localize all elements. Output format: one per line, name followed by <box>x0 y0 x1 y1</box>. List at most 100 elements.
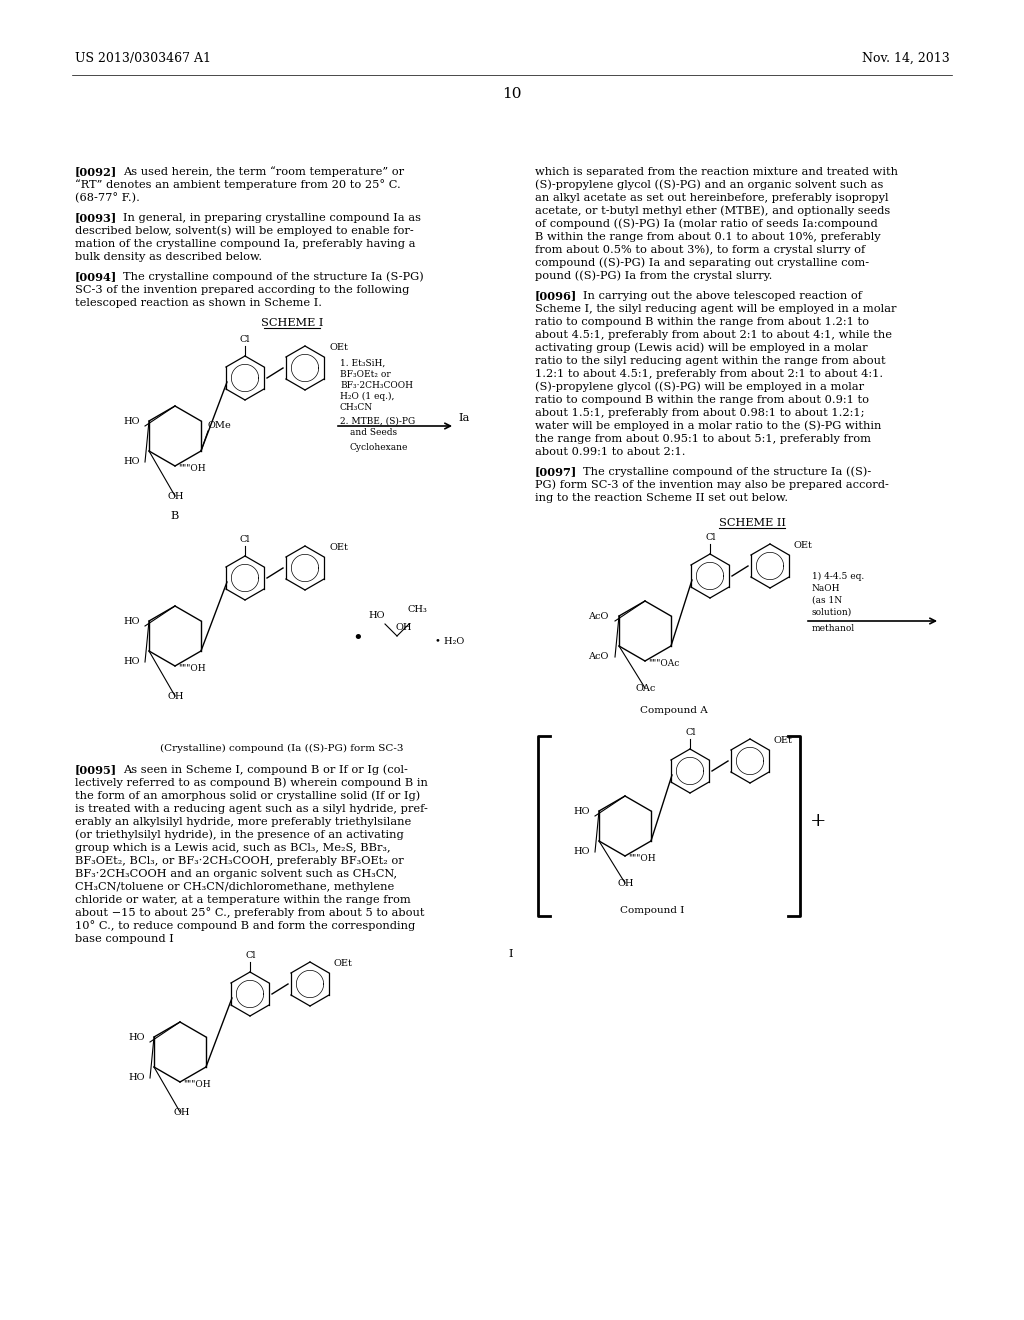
Text: (Crystalline) compound (Ia ((S)-PG) form SC-3: (Crystalline) compound (Ia ((S)-PG) form… <box>160 744 403 752</box>
Text: """OH: """OH <box>628 854 655 863</box>
Text: 10° C., to reduce compound B and form the corresponding: 10° C., to reduce compound B and form th… <box>75 920 416 931</box>
Text: PG) form SC-3 of the invention may also be prepared accord-: PG) form SC-3 of the invention may also … <box>535 479 889 490</box>
Text: 2. MTBE, (S)-PG: 2. MTBE, (S)-PG <box>340 417 416 426</box>
Text: OH: OH <box>618 879 635 888</box>
Text: """OAc: """OAc <box>648 659 679 668</box>
Text: HO: HO <box>123 417 139 426</box>
Text: the form of an amorphous solid or crystalline solid (If or Ig): the form of an amorphous solid or crysta… <box>75 791 420 801</box>
Text: In general, in preparing crystalline compound Ia as: In general, in preparing crystalline com… <box>123 213 421 223</box>
Text: AcO: AcO <box>588 652 608 661</box>
Text: SCHEME I: SCHEME I <box>261 318 324 327</box>
Text: Scheme I, the silyl reducing agent will be employed in a molar: Scheme I, the silyl reducing agent will … <box>535 304 896 314</box>
Text: I: I <box>508 949 512 960</box>
Text: acetate, or t-butyl methyl ether (MTBE), and optionally seeds: acetate, or t-butyl methyl ether (MTBE),… <box>535 206 890 216</box>
Text: US 2013/0303467 A1: US 2013/0303467 A1 <box>75 51 211 65</box>
Text: Cl: Cl <box>240 535 251 544</box>
Text: HO: HO <box>128 1073 144 1082</box>
Text: OH: OH <box>173 1107 189 1117</box>
Text: OEt: OEt <box>329 543 348 552</box>
Text: • H₂O: • H₂O <box>435 638 464 645</box>
Text: NaOH: NaOH <box>812 583 841 593</box>
Text: """OH: """OH <box>178 664 206 673</box>
Text: [0092]: [0092] <box>75 166 118 177</box>
Text: B within the range from about 0.1 to about 10%, preferably: B within the range from about 0.1 to abo… <box>535 232 881 242</box>
Text: •: • <box>352 630 362 648</box>
Text: “RT” denotes an ambient temperature from 20 to 25° C.: “RT” denotes an ambient temperature from… <box>75 180 400 190</box>
Text: (S)-propylene glycol ((S)-PG) will be employed in a molar: (S)-propylene glycol ((S)-PG) will be em… <box>535 381 864 392</box>
Text: """OH: """OH <box>178 465 206 473</box>
Text: and Seeds: and Seeds <box>350 428 397 437</box>
Text: AcO: AcO <box>588 612 608 620</box>
Text: Ia: Ia <box>458 413 469 422</box>
Text: pound ((S)-PG) Ia from the crystal slurry.: pound ((S)-PG) Ia from the crystal slurr… <box>535 271 772 281</box>
Text: BF₃OEt₂, BCl₃, or BF₃·2CH₃COOH, preferably BF₃OEt₂ or: BF₃OEt₂, BCl₃, or BF₃·2CH₃COOH, preferab… <box>75 855 403 866</box>
Text: the range from about 0.95:1 to about 5:1, preferably from: the range from about 0.95:1 to about 5:1… <box>535 434 871 444</box>
Text: Compound A: Compound A <box>640 706 708 715</box>
Text: As seen in Scheme I, compound B or If or Ig (col-: As seen in Scheme I, compound B or If or… <box>123 764 408 775</box>
Text: mation of the crystalline compound Ia, preferably having a: mation of the crystalline compound Ia, p… <box>75 239 416 249</box>
Text: BF₃·2CH₃COOH and an organic solvent such as CH₃CN,: BF₃·2CH₃COOH and an organic solvent such… <box>75 869 397 879</box>
Text: solution): solution) <box>812 609 852 616</box>
Text: H₂O (1 eq.),: H₂O (1 eq.), <box>340 392 394 401</box>
Text: [0095]: [0095] <box>75 764 117 775</box>
Text: water will be employed in a molar ratio to the (S)-PG within: water will be employed in a molar ratio … <box>535 421 882 432</box>
Text: activating group (Lewis acid) will be employed in a molar: activating group (Lewis acid) will be em… <box>535 342 867 352</box>
Text: The crystalline compound of the structure Ia ((S)-: The crystalline compound of the structur… <box>583 466 871 477</box>
Text: SCHEME II: SCHEME II <box>719 517 785 528</box>
Text: HO: HO <box>128 1034 144 1041</box>
Text: Nov. 14, 2013: Nov. 14, 2013 <box>862 51 950 65</box>
Text: [0093]: [0093] <box>75 213 118 223</box>
Text: SC-3 of the invention prepared according to the following: SC-3 of the invention prepared according… <box>75 285 410 294</box>
Text: base compound I: base compound I <box>75 935 174 944</box>
Text: [0097]: [0097] <box>535 466 578 477</box>
Text: about 0.99:1 to about 2:1.: about 0.99:1 to about 2:1. <box>535 447 685 457</box>
Text: (68-77° F.).: (68-77° F.). <box>75 193 140 203</box>
Text: OH: OH <box>168 492 184 502</box>
Text: Cl: Cl <box>705 533 716 543</box>
Text: erably an alkylsilyl hydride, more preferably triethylsilane: erably an alkylsilyl hydride, more prefe… <box>75 817 412 828</box>
Text: Cl: Cl <box>245 950 256 960</box>
Text: HO: HO <box>123 457 139 466</box>
Text: telescoped reaction as shown in Scheme I.: telescoped reaction as shown in Scheme I… <box>75 298 322 308</box>
Text: CH₃: CH₃ <box>407 605 427 614</box>
Text: HO: HO <box>573 807 590 816</box>
Text: OMe: OMe <box>208 421 231 430</box>
Text: OAc: OAc <box>636 684 656 693</box>
Text: chloride or water, at a temperature within the range from: chloride or water, at a temperature with… <box>75 895 411 906</box>
Text: [0094]: [0094] <box>75 271 118 282</box>
Text: (or triethylsilyl hydride), in the presence of an activating: (or triethylsilyl hydride), in the prese… <box>75 829 403 840</box>
Text: ratio to compound B within the range from about 0.9:1 to: ratio to compound B within the range fro… <box>535 395 869 405</box>
Text: In carrying out the above telescoped reaction of: In carrying out the above telescoped rea… <box>583 290 862 301</box>
Text: 1.2:1 to about 4.5:1, preferably from about 2:1 to about 4:1.: 1.2:1 to about 4.5:1, preferably from ab… <box>535 370 883 379</box>
Text: The crystalline compound of the structure Ia (S-PG): The crystalline compound of the structur… <box>123 272 424 282</box>
Text: HO: HO <box>368 611 384 620</box>
Text: OEt: OEt <box>774 737 793 744</box>
Text: As used herein, the term “room temperature” or: As used herein, the term “room temperatu… <box>123 166 404 177</box>
Text: HO: HO <box>123 616 139 626</box>
Text: 1. Et₃SiH,: 1. Et₃SiH, <box>340 359 385 368</box>
Text: described below, solvent(s) will be employed to enable for-: described below, solvent(s) will be empl… <box>75 226 414 236</box>
Text: OEt: OEt <box>329 343 348 352</box>
Text: Cl: Cl <box>240 335 251 345</box>
Text: is treated with a reducing agent such as a silyl hydride, pref-: is treated with a reducing agent such as… <box>75 804 428 814</box>
Text: an alkyl acetate as set out hereinbefore, preferably isopropyl: an alkyl acetate as set out hereinbefore… <box>535 193 889 203</box>
Text: CH₃CN/toluene or CH₃CN/dichloromethane, methylene: CH₃CN/toluene or CH₃CN/dichloromethane, … <box>75 882 394 892</box>
Text: OEt: OEt <box>334 960 353 968</box>
Text: ratio to compound B within the range from about 1.2:1 to: ratio to compound B within the range fro… <box>535 317 869 327</box>
Text: which is separated from the reaction mixture and treated with: which is separated from the reaction mix… <box>535 168 898 177</box>
Text: Compound I: Compound I <box>620 906 684 915</box>
Text: CH₃CN: CH₃CN <box>340 403 373 412</box>
Text: compound ((S)-PG) Ia and separating out crystalline com-: compound ((S)-PG) Ia and separating out … <box>535 257 869 268</box>
Text: of compound ((S)-PG) Ia (molar ratio of seeds Ia:compound: of compound ((S)-PG) Ia (molar ratio of … <box>535 218 878 228</box>
Text: BF₃OEt₂ or: BF₃OEt₂ or <box>340 370 391 379</box>
Text: Cl: Cl <box>685 729 695 737</box>
Text: from about 0.5% to about 3%), to form a crystal slurry of: from about 0.5% to about 3%), to form a … <box>535 244 865 255</box>
Text: HO: HO <box>123 657 139 667</box>
Text: OH: OH <box>168 692 184 701</box>
Text: 1) 4-4.5 eq.: 1) 4-4.5 eq. <box>812 572 864 581</box>
Text: 10: 10 <box>502 87 522 102</box>
Text: group which is a Lewis acid, such as BCl₃, Me₂S, BBr₃,: group which is a Lewis acid, such as BCl… <box>75 843 390 853</box>
Text: lectively referred to as compound B) wherein compound B in: lectively referred to as compound B) whe… <box>75 777 428 788</box>
Text: about −15 to about 25° C., preferably from about 5 to about: about −15 to about 25° C., preferably fr… <box>75 907 425 917</box>
Text: """OH: """OH <box>183 1080 211 1089</box>
